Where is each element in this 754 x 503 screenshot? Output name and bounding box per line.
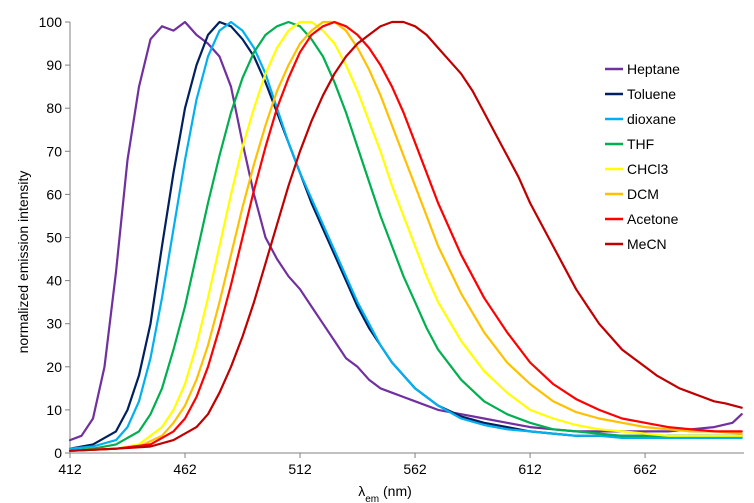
- x-tick-label: 462: [173, 461, 197, 477]
- x-tick-label: 662: [633, 461, 657, 477]
- legend-item-dioxane: dioxane: [605, 111, 676, 127]
- legend-item-mecn: MeCN: [605, 236, 667, 252]
- series-line-dcm: [68, 20, 743, 452]
- y-tick-label: 40: [46, 273, 62, 289]
- legend-label: CHCl3: [627, 161, 668, 177]
- legend-label: Toluene: [627, 86, 676, 102]
- x-axis-label-main: λ: [358, 483, 365, 499]
- y-tick-label: 100: [39, 14, 63, 30]
- x-axis-label: λem (nm): [358, 483, 412, 503]
- series-line-acetone: [68, 20, 743, 452]
- legend-label: MeCN: [627, 236, 667, 252]
- series-line-mecn: [68, 20, 743, 452]
- series-lines: [68, 20, 743, 452]
- legend-item-heptane: Heptane: [605, 61, 680, 77]
- y-axis-label: normalized emission intensity: [15, 171, 31, 354]
- legend-item-dcm: DCM: [605, 186, 659, 202]
- x-axis-label-unit: (nm): [379, 483, 412, 499]
- x-axis-label-sub: em: [365, 494, 379, 503]
- y-tick-label: 30: [46, 316, 62, 332]
- legend-label: DCM: [627, 186, 659, 202]
- x-tick-label: 562: [403, 461, 427, 477]
- y-tick-label: 10: [46, 402, 62, 418]
- series-line-thf: [68, 20, 743, 452]
- y-tick-label: 0: [54, 445, 62, 461]
- series-line-dioxane: [68, 20, 743, 450]
- x-tick-label: 612: [518, 461, 542, 477]
- legend-label: Acetone: [627, 211, 679, 227]
- y-tick-label: 90: [46, 57, 62, 73]
- legend-label: dioxane: [627, 111, 676, 127]
- y-tick-label: 60: [46, 186, 62, 202]
- y-tick-label: 80: [46, 100, 62, 116]
- legend-item-acetone: Acetone: [605, 211, 679, 227]
- x-tick-label: 512: [288, 461, 312, 477]
- y-tick-label: 20: [46, 359, 62, 375]
- y-tick-label: 50: [46, 230, 62, 246]
- x-tick-label: 412: [58, 461, 82, 477]
- axis-ticks: 0 10 20 30 40 50 60 70 80 90 100 412 462 512 562 612 662: [39, 14, 657, 477]
- y-tick-label: 70: [46, 143, 62, 159]
- legend-item-thf: THF: [605, 136, 654, 152]
- legend-label: Heptane: [627, 61, 680, 77]
- series-line-chcl3: [68, 20, 743, 452]
- legend-item-chcl3: CHCl3: [605, 161, 668, 177]
- legend: Heptane Toluene dioxane THF CHCl3 DCM Acetone M…: [605, 61, 680, 252]
- legend-label: THF: [627, 136, 654, 152]
- legend-item-toluene: Toluene: [605, 86, 676, 102]
